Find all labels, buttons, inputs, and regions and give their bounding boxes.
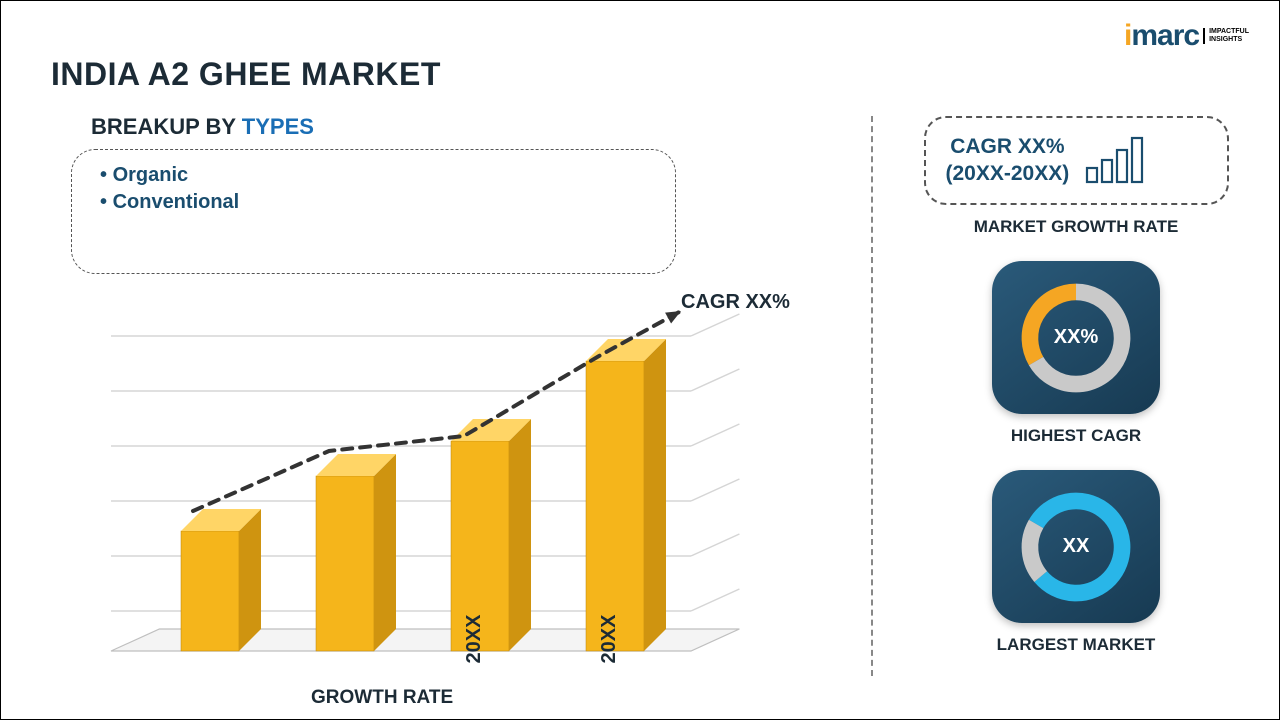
cagr-summary-text: CAGR XX%(20XX-20XX) (946, 134, 1070, 187)
logo-text: imarc (1124, 19, 1199, 53)
side-panel: CAGR XX%(20XX-20XX) MARKET GROWTH RATE X… (911, 116, 1241, 679)
cagr-summary-box: CAGR XX%(20XX-20XX) (924, 116, 1229, 205)
largest-market-tile: XX (992, 470, 1160, 623)
vertical-divider (871, 116, 873, 676)
logo-accent-char: i (1124, 19, 1131, 52)
list-item: Conventional (100, 191, 647, 214)
tile-center-value: XX (1063, 535, 1090, 558)
logo-tagline: IMPACTFULINSIGHTS (1203, 28, 1249, 43)
growth-chart: 20XX 20XX (71, 301, 791, 681)
page-title: INDIA A2 GHEE MARKET (51, 56, 441, 93)
brand-logo: imarc IMPACTFULINSIGHTS (1124, 19, 1249, 53)
types-list: Organic Conventional (100, 164, 647, 214)
highest-cagr-tile: XX% (992, 261, 1160, 414)
breakup-heading: BREAKUP BY TYPES (91, 114, 314, 140)
types-card: Organic Conventional (71, 149, 676, 274)
chart-axis-label: GROWTH RATE (311, 687, 453, 709)
svg-text:20XX: 20XX (463, 614, 485, 664)
svg-text:20XX: 20XX (598, 614, 620, 664)
tile-center-value: XX% (1054, 326, 1098, 349)
list-item: Organic (100, 164, 647, 187)
chart-svg: 20XX 20XX (71, 301, 791, 681)
largest-market-label: LARGEST MARKET (997, 635, 1156, 655)
highest-cagr-label: HIGHEST CAGR (1011, 426, 1141, 446)
mini-bars-icon (1083, 132, 1147, 189)
market-growth-rate-label: MARKET GROWTH RATE (974, 217, 1179, 237)
